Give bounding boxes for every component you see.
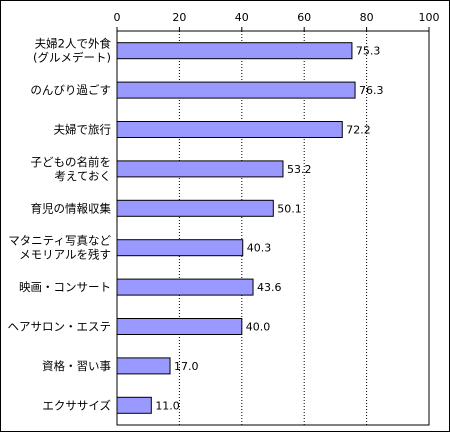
value-label-6: 43.6 (257, 281, 282, 294)
axes (116, 30, 430, 426)
value-label-0: 75.3 (356, 45, 381, 58)
category-label-line: のんびり過ごす (30, 83, 111, 97)
bar-0 (116, 42, 353, 60)
bars (116, 42, 356, 414)
category-label-9: エクササイズ (42, 398, 111, 412)
tick-label-40: 40 (235, 11, 249, 24)
category-label-1: のんびり過ごす (30, 83, 111, 97)
bar-6 (116, 278, 254, 296)
category-label-line: ヘアサロン・エステ (8, 320, 112, 334)
bar-8 (116, 357, 171, 375)
category-label-line: メモリアルを残す (19, 248, 111, 262)
value-label-7: 40.0 (246, 321, 270, 334)
category-label-4: 育児の情報収集 (31, 201, 112, 215)
bar-7 (116, 318, 243, 335)
bar-9 (116, 396, 152, 414)
category-label-line: エクササイズ (42, 398, 111, 412)
value-label-2: 72.2 (346, 124, 371, 137)
bar-2 (116, 121, 343, 138)
tick-label-0: 0 (114, 11, 121, 24)
category-label-line: 考えておく (54, 169, 111, 183)
value-label-3: 53.2 (287, 163, 312, 176)
category-label-6: 映画・コンサート (19, 280, 111, 294)
category-label-5: マタニティ写真などメモリアルを残す (8, 234, 111, 262)
bar-4 (116, 199, 274, 217)
value-labels: 75.3 76.3 72.2 53.2 50.1 40.3 43.6 40.0 17.0 11.0 (155, 45, 383, 413)
category-label-line: 子どもの名前を (31, 155, 112, 169)
value-label-4: 50.1 (277, 202, 302, 215)
tick-label-60: 60 (297, 11, 311, 24)
category-label-3: 子どもの名前を考えておく (31, 155, 112, 183)
category-labels: 夫婦2人で外食(グルメデート) のんびり過ごす夫婦で旅行子どもの名前を考えておく育… (8, 37, 112, 413)
bar-5 (116, 239, 244, 257)
category-label-line: 育児の情報収集 (31, 201, 112, 215)
category-label-line: (グルメデート) (33, 51, 111, 65)
category-label-2: 夫婦で旅行 (54, 123, 112, 137)
x-axis-ticks: 0 20 40 60 80 100 (114, 11, 440, 31)
category-label-line: マタニティ写真など (8, 234, 111, 248)
value-label-1: 76.3 (359, 84, 384, 97)
plot-area-frame (116, 30, 430, 426)
category-label-8: 資格・習い事 (42, 359, 111, 373)
value-label-9: 11.0 (155, 399, 180, 412)
bar-1 (116, 81, 356, 99)
tick-label-20: 20 (172, 11, 186, 24)
tick-label-80: 80 (360, 11, 374, 24)
category-label-line: 映画・コンサート (19, 280, 111, 294)
category-label-line: 夫婦2人で外食 (35, 37, 112, 51)
bar-3 (116, 160, 284, 178)
category-label-0: 夫婦2人で外食(グルメデート) (33, 37, 111, 65)
value-label-8: 17.0 (174, 360, 199, 373)
category-label-7: ヘアサロン・エステ (8, 320, 112, 334)
category-label-line: 夫婦で旅行 (54, 123, 112, 137)
category-label-line: 資格・習い事 (42, 359, 111, 373)
value-label-5: 40.3 (247, 242, 272, 255)
tick-label-100: 100 (419, 11, 440, 24)
